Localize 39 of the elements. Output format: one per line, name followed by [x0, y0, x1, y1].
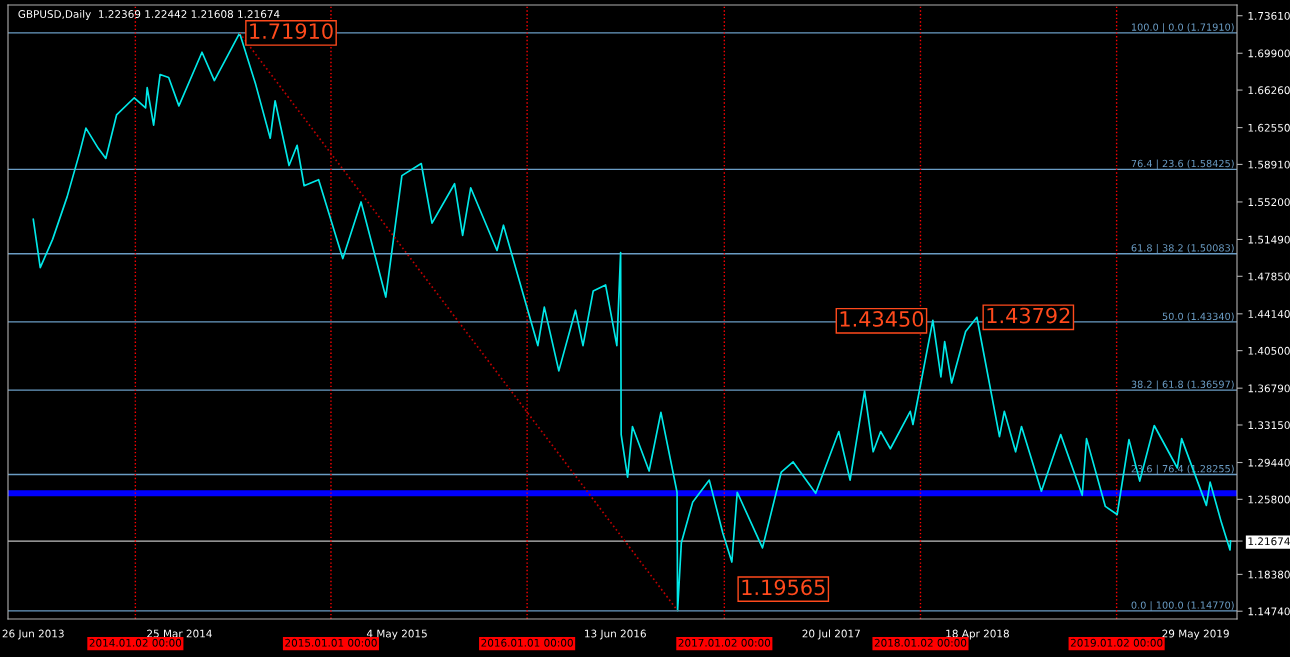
y-tick-label: 1.73610 — [1248, 11, 1290, 20]
y-tick-label: 1.55200 — [1248, 198, 1290, 207]
ref-line-label: 2015.01.01 00:00 — [285, 638, 377, 647]
ref-line-label: 2019.01.02 00:00 — [1070, 638, 1163, 647]
annotation: 1.71910 — [250, 23, 333, 39]
y-tick-label: 1.62550 — [1248, 123, 1290, 132]
y-tick-label: 1.33150 — [1248, 421, 1290, 430]
y-tick-label: 1.25800 — [1248, 495, 1290, 504]
y-tick-label: 1.69900 — [1248, 49, 1290, 58]
y-tick-label: 1.51490 — [1248, 235, 1290, 244]
ref-line-label: 2017.01.02 00:00 — [678, 638, 771, 647]
y-tick-label: 1.40500 — [1248, 346, 1290, 355]
ref-line-label: 0.0 | 100.0 (1.14770) — [1131, 601, 1234, 611]
y-tick-label: 1.66260 — [1248, 86, 1290, 95]
x-tick-label: 29 May 2019 — [1162, 629, 1229, 640]
y-tick-label: 1.47850 — [1248, 272, 1290, 281]
annotation: 1.43792 — [987, 307, 1070, 324]
ref-line-label: 2018.01.02 00:00 — [874, 638, 967, 647]
x-tick-label: 20 Jul 2017 — [802, 629, 860, 640]
ref-line-label: 38.2 | 61.8 (1.36597) — [1131, 380, 1234, 391]
x-tick-label: 4 May 2015 — [366, 629, 427, 640]
y-tick-label: 1.21674 — [1248, 537, 1290, 546]
y-tick-label: 1.14740 — [1248, 607, 1290, 616]
x-tick-label: 13 Jun 2016 — [585, 629, 646, 640]
y-tick-label: 1.44140 — [1248, 310, 1290, 318]
ref-line-label: 2014.01.02 00:00 — [89, 638, 182, 647]
chart-title: GBPUSD,Daily 1.22369 1.22442 1.21608 1.21674 — [18, 9, 280, 20]
y-tick-label: 1.58910 — [1248, 160, 1290, 169]
ref-line-label: 50.0 (1.43340) — [1162, 312, 1234, 322]
annotation: 1.43450 — [840, 311, 924, 327]
ref-line-label: 2016.01.01 00:00 — [481, 638, 573, 647]
y-tick-label: 1.36790 — [1248, 384, 1290, 393]
ref-line-label: 76.4 | 23.6 (1.58425) — [1131, 159, 1234, 170]
x-tick-label: 25 Mar 2014 — [147, 629, 212, 638]
y-tick-label: 1.18380 — [1248, 570, 1290, 579]
ref-line-label: 100.0 | 0.0 (1.71910) — [1131, 23, 1234, 33]
x-tick-label: 26 Jun 2013 — [2, 629, 64, 640]
annotation: 1.19565 — [742, 579, 825, 596]
y-tick-label: 1.29440 — [1248, 458, 1290, 467]
